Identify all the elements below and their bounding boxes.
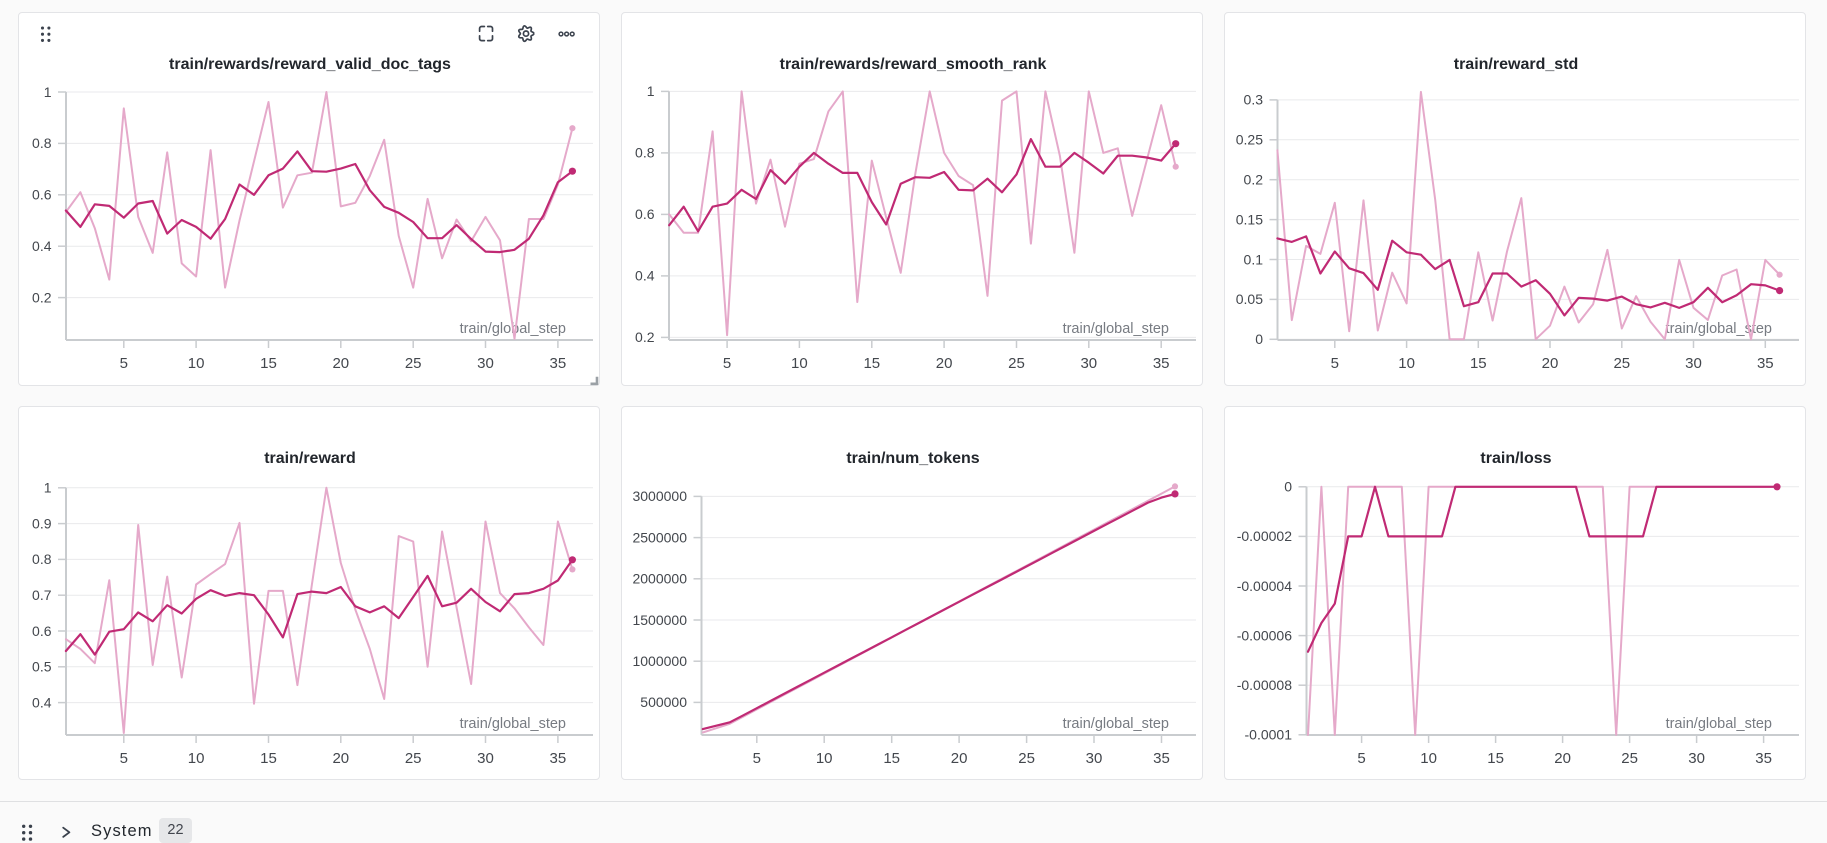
svg-text:0.2: 0.2	[1244, 172, 1264, 188]
svg-text:15: 15	[260, 355, 277, 372]
svg-text:2000000: 2000000	[632, 571, 687, 587]
svg-text:0.8: 0.8	[32, 551, 52, 567]
svg-text:10: 10	[1420, 750, 1437, 767]
svg-text:5: 5	[723, 355, 731, 372]
svg-text:train/rewards/reward_smooth_ra: train/rewards/reward_smooth_rank	[780, 56, 1047, 73]
svg-text:-0.0001: -0.0001	[1245, 727, 1293, 743]
svg-text:30: 30	[1688, 750, 1705, 767]
svg-text:0.2: 0.2	[635, 329, 655, 345]
svg-text:25: 25	[1613, 355, 1630, 372]
svg-text:15: 15	[1470, 355, 1487, 372]
svg-text:35: 35	[1755, 750, 1772, 767]
svg-text:0.2: 0.2	[32, 289, 52, 305]
svg-text:train/rewards/reward_valid_doc: train/rewards/reward_valid_doc_tags	[169, 56, 451, 73]
svg-text:1: 1	[44, 480, 52, 496]
svg-text:25: 25	[1018, 750, 1035, 767]
svg-text:25: 25	[405, 355, 422, 372]
svg-text:1: 1	[44, 84, 52, 100]
svg-text:0.25: 0.25	[1236, 132, 1263, 148]
svg-text:1000000: 1000000	[632, 653, 687, 669]
svg-text:0.05: 0.05	[1236, 291, 1263, 307]
svg-text:20: 20	[332, 750, 349, 767]
svg-text:train/num_tokens: train/num_tokens	[846, 450, 979, 467]
svg-text:5: 5	[120, 750, 128, 767]
svg-text:0: 0	[1255, 331, 1263, 347]
svg-text:0.15: 0.15	[1236, 211, 1263, 227]
svg-text:15: 15	[883, 750, 900, 767]
svg-text:5: 5	[1357, 750, 1365, 767]
svg-text:0.4: 0.4	[32, 238, 52, 254]
svg-text:-0.00006: -0.00006	[1237, 627, 1292, 643]
svg-text:train/reward_std: train/reward_std	[1454, 56, 1578, 73]
svg-text:10: 10	[791, 355, 808, 372]
svg-text:0.4: 0.4	[635, 268, 655, 284]
svg-text:35: 35	[1153, 355, 1170, 372]
svg-text:10: 10	[188, 750, 205, 767]
svg-text:10: 10	[188, 355, 205, 372]
svg-text:0.3: 0.3	[1244, 92, 1264, 108]
svg-text:0.1: 0.1	[1244, 251, 1264, 267]
svg-text:30: 30	[1086, 750, 1103, 767]
svg-text:0.9: 0.9	[32, 515, 52, 531]
svg-text:1: 1	[647, 83, 655, 99]
svg-text:train/global_step: train/global_step	[1063, 716, 1169, 732]
svg-text:2500000: 2500000	[632, 529, 687, 545]
svg-text:10: 10	[1398, 355, 1415, 372]
svg-text:35: 35	[1757, 355, 1774, 372]
svg-text:20: 20	[1554, 750, 1571, 767]
svg-text:35: 35	[1153, 750, 1170, 767]
svg-text:train/global_step: train/global_step	[460, 716, 566, 732]
svg-text:5: 5	[1331, 355, 1339, 372]
svg-text:0.6: 0.6	[32, 187, 52, 203]
svg-text:15: 15	[1487, 750, 1504, 767]
svg-text:train/global_step: train/global_step	[1666, 321, 1772, 337]
svg-text:train/global_step: train/global_step	[1063, 321, 1169, 337]
svg-text:5: 5	[753, 750, 761, 767]
svg-text:1500000: 1500000	[632, 612, 687, 628]
svg-text:15: 15	[863, 355, 880, 372]
svg-text:20: 20	[951, 750, 968, 767]
svg-text:20: 20	[1542, 355, 1559, 372]
svg-text:0.8: 0.8	[635, 145, 655, 161]
svg-text:0.6: 0.6	[635, 206, 655, 222]
svg-text:-0.00004: -0.00004	[1237, 578, 1292, 594]
svg-text:500000: 500000	[640, 694, 687, 710]
svg-text:-0.00008: -0.00008	[1237, 677, 1292, 693]
svg-text:0.7: 0.7	[32, 587, 52, 603]
svg-text:35: 35	[550, 355, 567, 372]
svg-text:30: 30	[1080, 355, 1097, 372]
svg-text:3000000: 3000000	[632, 488, 687, 504]
svg-text:0: 0	[1284, 479, 1292, 495]
svg-text:0.8: 0.8	[32, 135, 52, 151]
svg-text:25: 25	[1008, 355, 1025, 372]
svg-text:30: 30	[1685, 355, 1702, 372]
svg-text:20: 20	[332, 355, 349, 372]
svg-text:20: 20	[936, 355, 953, 372]
svg-text:0.5: 0.5	[32, 659, 52, 675]
svg-text:15: 15	[260, 750, 277, 767]
svg-text:train/global_step: train/global_step	[1666, 716, 1772, 732]
svg-text:5: 5	[120, 355, 128, 372]
svg-text:train/reward: train/reward	[264, 450, 356, 467]
svg-text:0.4: 0.4	[32, 694, 52, 710]
svg-text:25: 25	[405, 750, 422, 767]
svg-text:35: 35	[550, 750, 567, 767]
svg-text:30: 30	[477, 355, 494, 372]
svg-text:10: 10	[816, 750, 833, 767]
svg-text:0.6: 0.6	[32, 623, 52, 639]
svg-text:-0.00002: -0.00002	[1237, 528, 1292, 544]
svg-text:30: 30	[477, 750, 494, 767]
svg-text:train/loss: train/loss	[1480, 450, 1551, 467]
svg-text:25: 25	[1621, 750, 1638, 767]
